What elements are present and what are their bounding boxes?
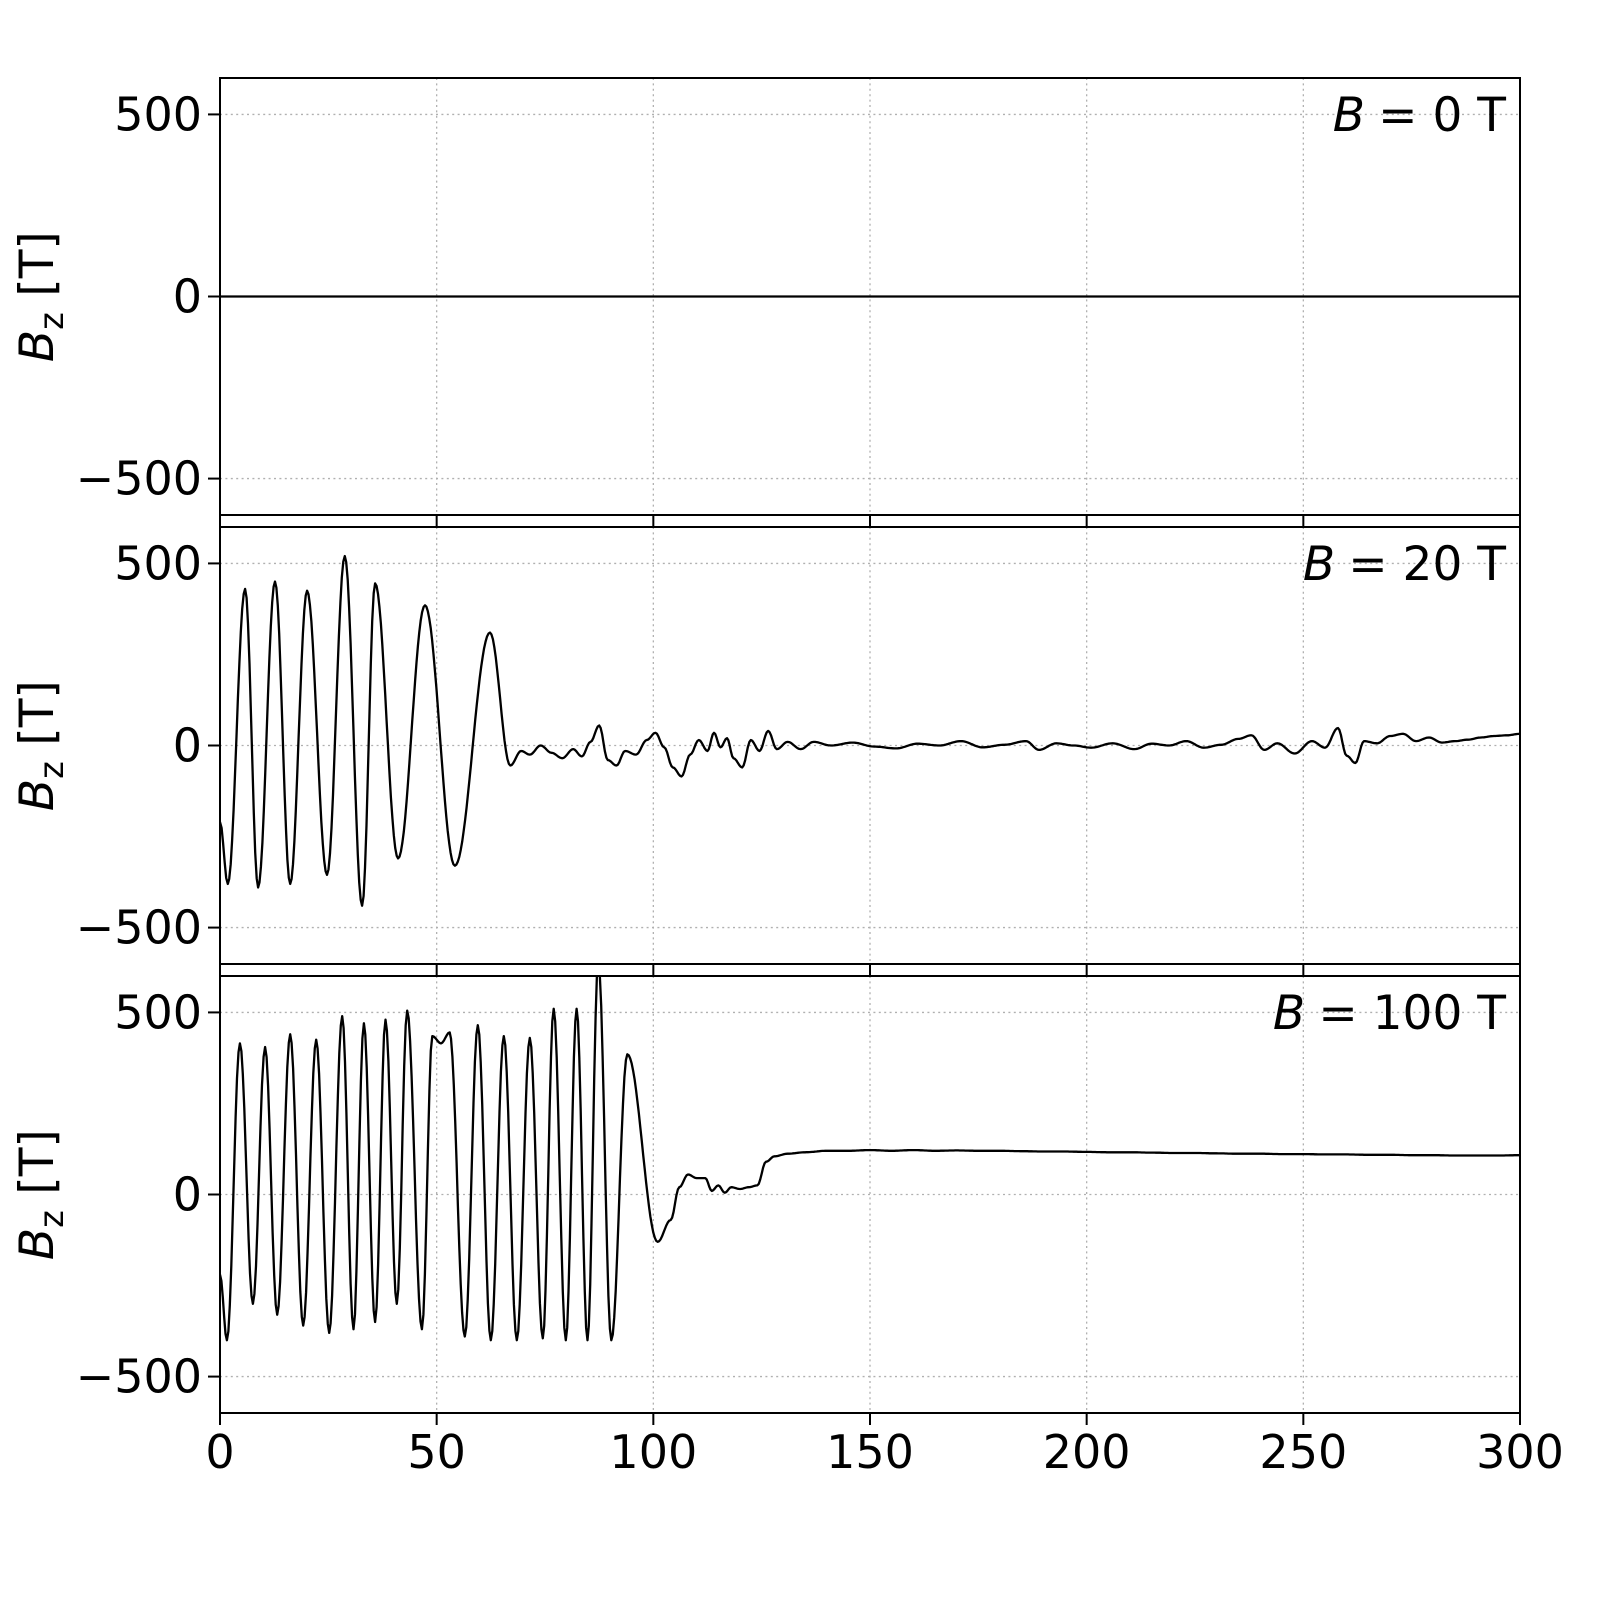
x-tick-label: 150 [826,1425,914,1479]
x-tick-label: 300 [1476,1425,1564,1479]
series-line-panel-1 [220,554,1520,907]
panel-0: −500 0 500 [76,77,1521,527]
series-line-panel-2 [220,976,1520,1342]
panel-annotation-1: B = 20 T [1303,539,1506,591]
panel-annotation-2: B = 100 T [1273,988,1506,1040]
y-axis-label-panel-1: Bz [T] [0,527,80,964]
y-tick-label: 500 [114,87,202,141]
y-axis-label-unit: [T] [9,680,65,746]
y-tick-label: 0 [173,1168,202,1222]
panel-1: −500 0 500 [76,526,1521,976]
panel-annotation-rest: = 100 T [1318,986,1506,1041]
y-axis-label-var: B [9,778,65,811]
panel-annotation-0: B = 0 T [1333,90,1506,142]
x-tick-label: 250 [1259,1425,1347,1479]
y-tick-label: −500 [76,901,202,955]
y-tick-label: 500 [114,985,202,1039]
panel-annotation-rest: = 20 T [1348,537,1506,592]
y-tick-label: −500 [76,452,202,506]
y-axis-label-sub: z [31,311,71,330]
panel-annotation-var: B [1332,88,1365,143]
x-tick-label: 50 [407,1425,466,1479]
y-axis-label-var: B [9,329,65,362]
y-axis-label-sub: z [31,1209,71,1228]
panel-annotation-rest: = 0 T [1378,88,1506,143]
y-axis-label-panel-0: Bz [T] [0,78,80,515]
y-tick-label: 0 [173,719,202,773]
y-tick-label: 0 [173,270,202,324]
y-axis-label-unit: [T] [9,1129,65,1195]
y-axis-label-unit: [T] [9,231,65,297]
y-axis-label-sub: z [31,760,71,779]
y-tick-label: 500 [114,536,202,590]
panel-annotation-var: B [1272,986,1306,1041]
y-axis-label-panel-2: Bz [T] [0,976,80,1413]
panel-annotation-var: B [1302,537,1336,592]
x-tick-label: 200 [1043,1425,1131,1479]
x-tick-label: 100 [609,1425,697,1479]
y-tick-label: −500 [76,1350,202,1404]
x-tick-label: 0 [205,1425,234,1479]
y-axis-label-var: B [9,1227,65,1260]
